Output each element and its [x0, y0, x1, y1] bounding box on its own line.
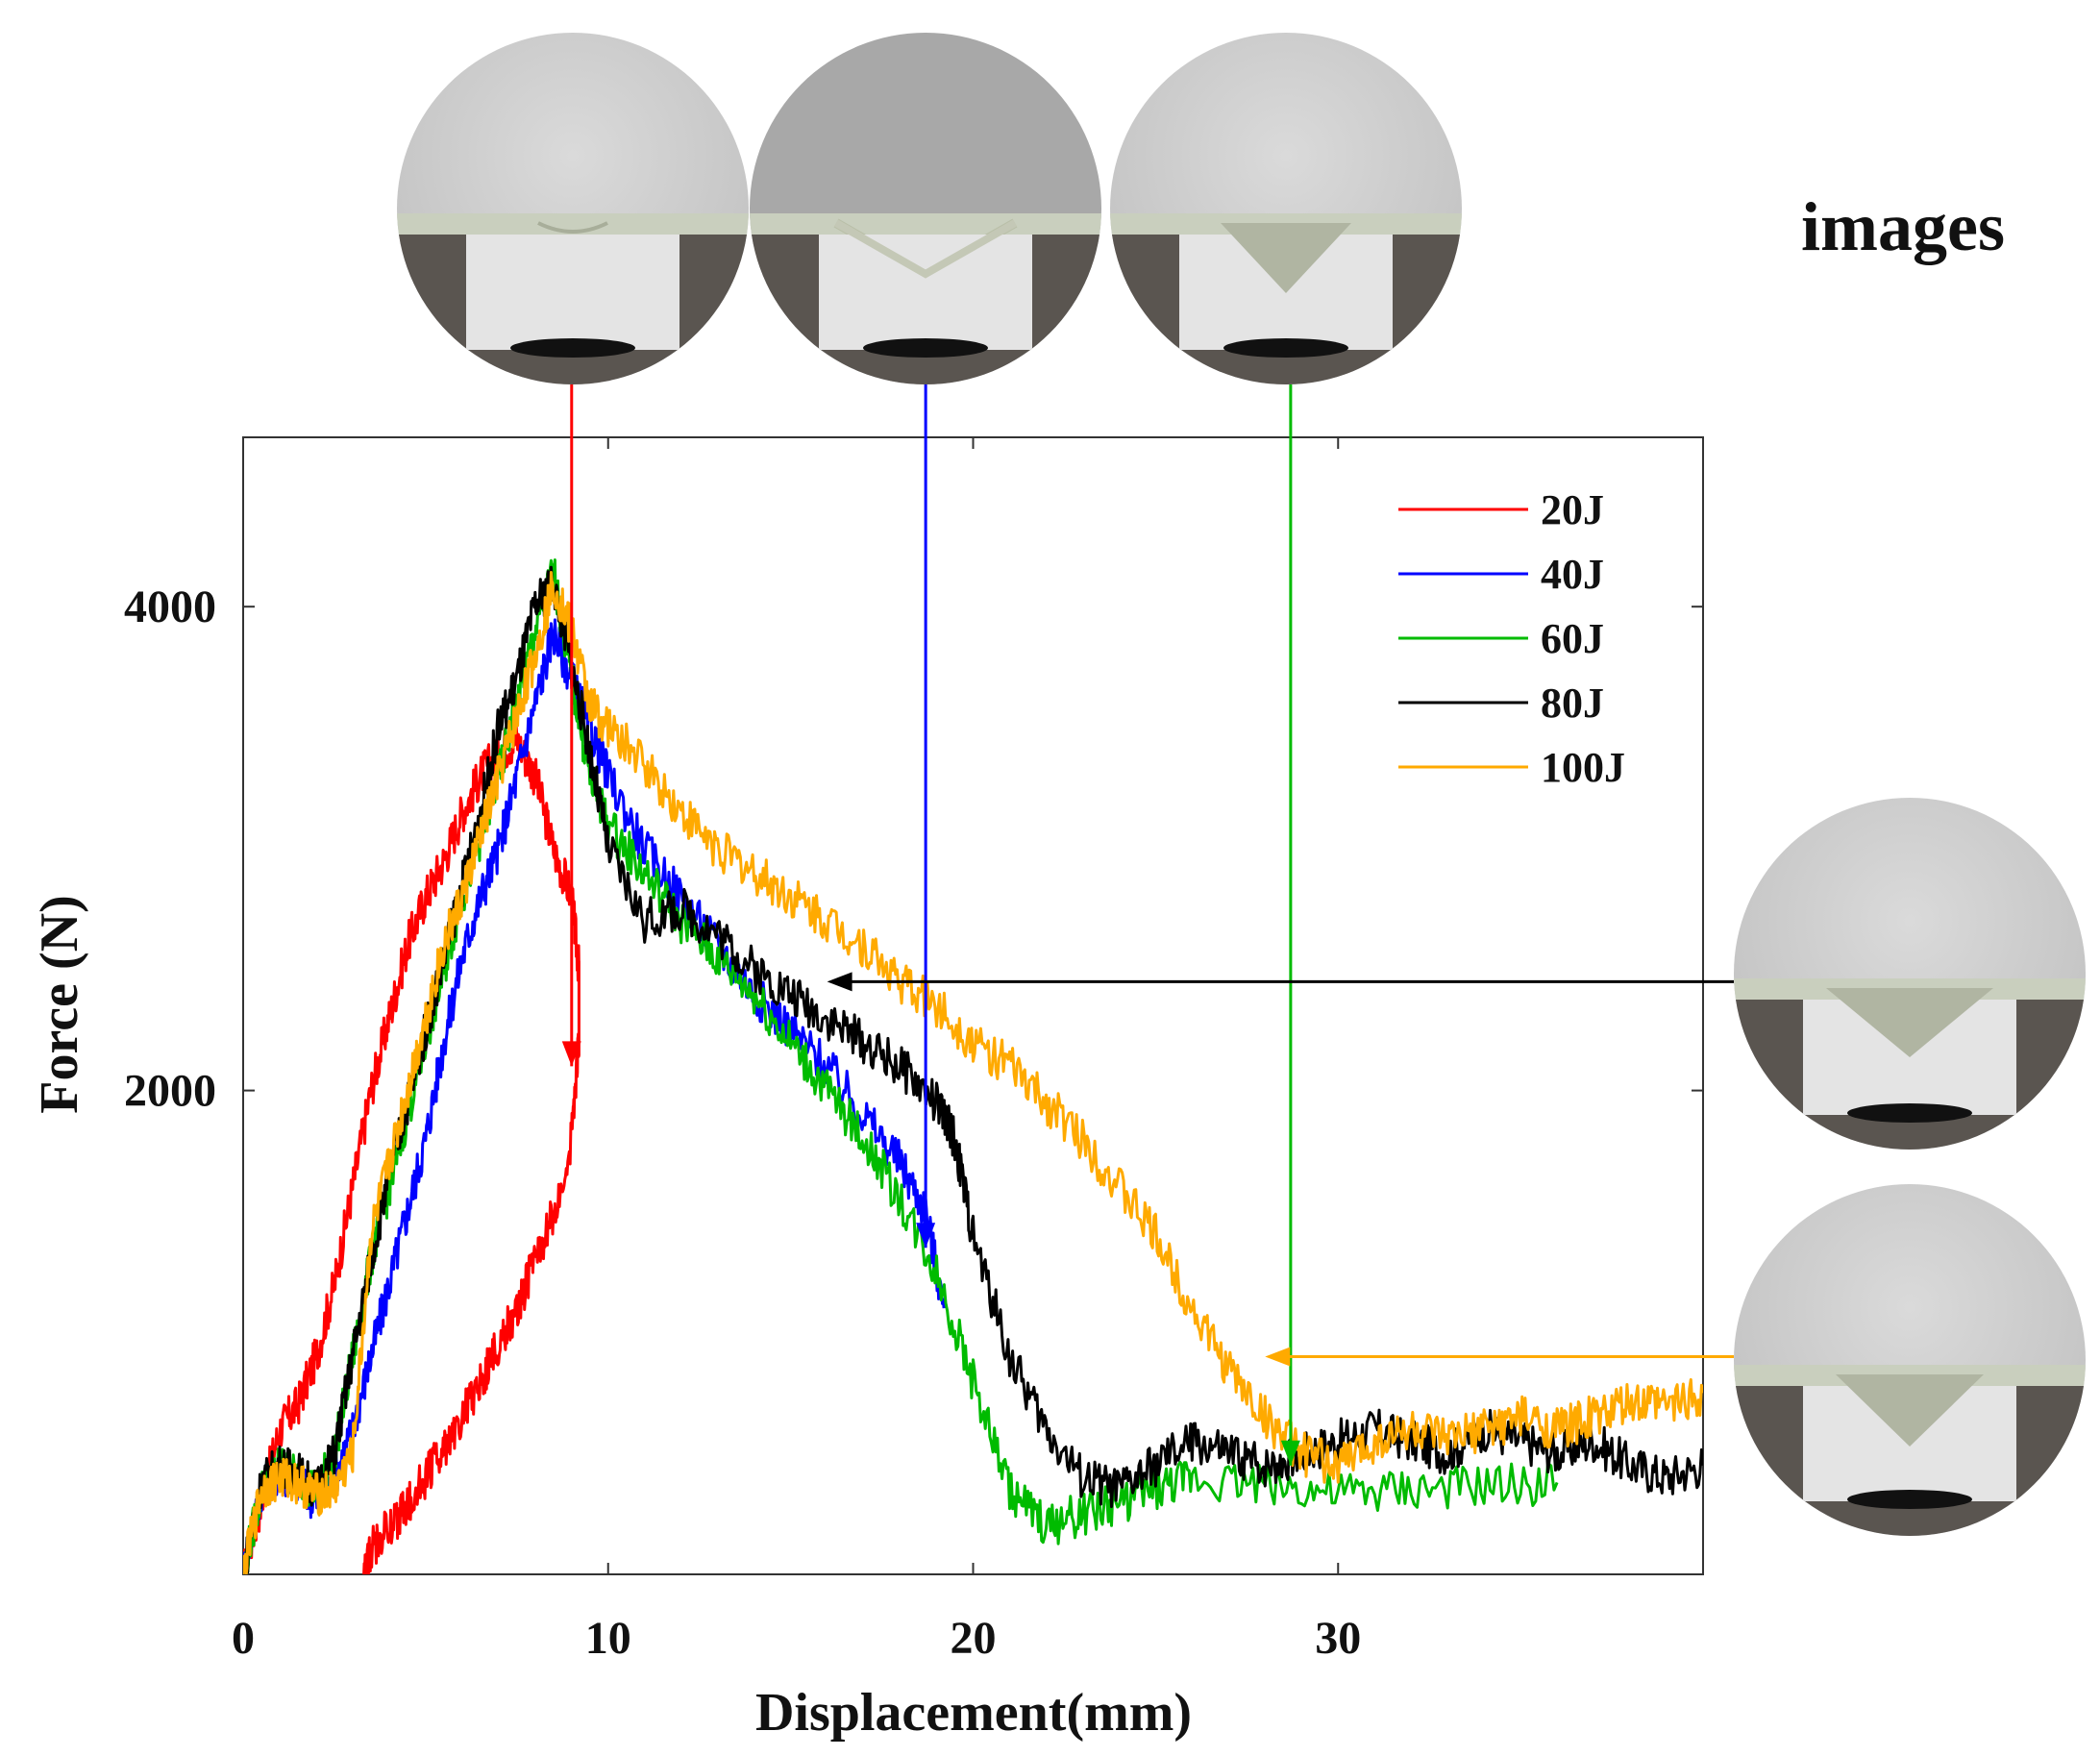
legend-label-20j: 20J [1541, 486, 1604, 533]
x-tick-label: 10 [585, 1613, 631, 1664]
y-tick-label: 2000 [124, 1066, 216, 1117]
annotation-arrowhead-20j [561, 1041, 581, 1067]
annotation-arrowhead-40j [916, 1223, 936, 1249]
x-tick-label: 30 [1315, 1613, 1361, 1664]
series-line-100j [243, 571, 1703, 1574]
annotation-arrowhead-80j [827, 972, 852, 992]
annotation-arrowhead-60j [1280, 1440, 1300, 1466]
annotation-arrowhead-100j [1265, 1347, 1291, 1367]
series-line-20j [243, 724, 581, 1574]
legend: 20J 40J 60J 80J 100J [1398, 486, 1625, 791]
x-tick-label: 20 [951, 1613, 997, 1664]
legend-label-80j: 80J [1541, 680, 1604, 727]
x-axis-label: Displacement(mm) [755, 1683, 1192, 1743]
specimen-photo-40j [750, 33, 1101, 384]
specimen-photo-20j [397, 33, 749, 384]
chart-title: images [1801, 188, 2005, 265]
specimen-photo-100j [1734, 1184, 2086, 1536]
specimen-photo-80j [1734, 798, 2086, 1150]
legend-label-60j: 60J [1541, 615, 1604, 662]
series-layer [243, 558, 1703, 1574]
series-line-80j [243, 565, 1703, 1574]
legend-label-40j: 40J [1541, 551, 1604, 598]
y-tick-label: 4000 [124, 581, 216, 632]
x-tick-label: 0 [232, 1613, 255, 1664]
legend-label-100j: 100J [1541, 744, 1625, 791]
axis-ticks: 0 10 20 30 2000 4000 [124, 437, 1703, 1664]
annotation-layer [561, 384, 1734, 1466]
specimen-photo-60j [1110, 33, 1462, 384]
y-axis-label: Force (N) [30, 895, 89, 1114]
